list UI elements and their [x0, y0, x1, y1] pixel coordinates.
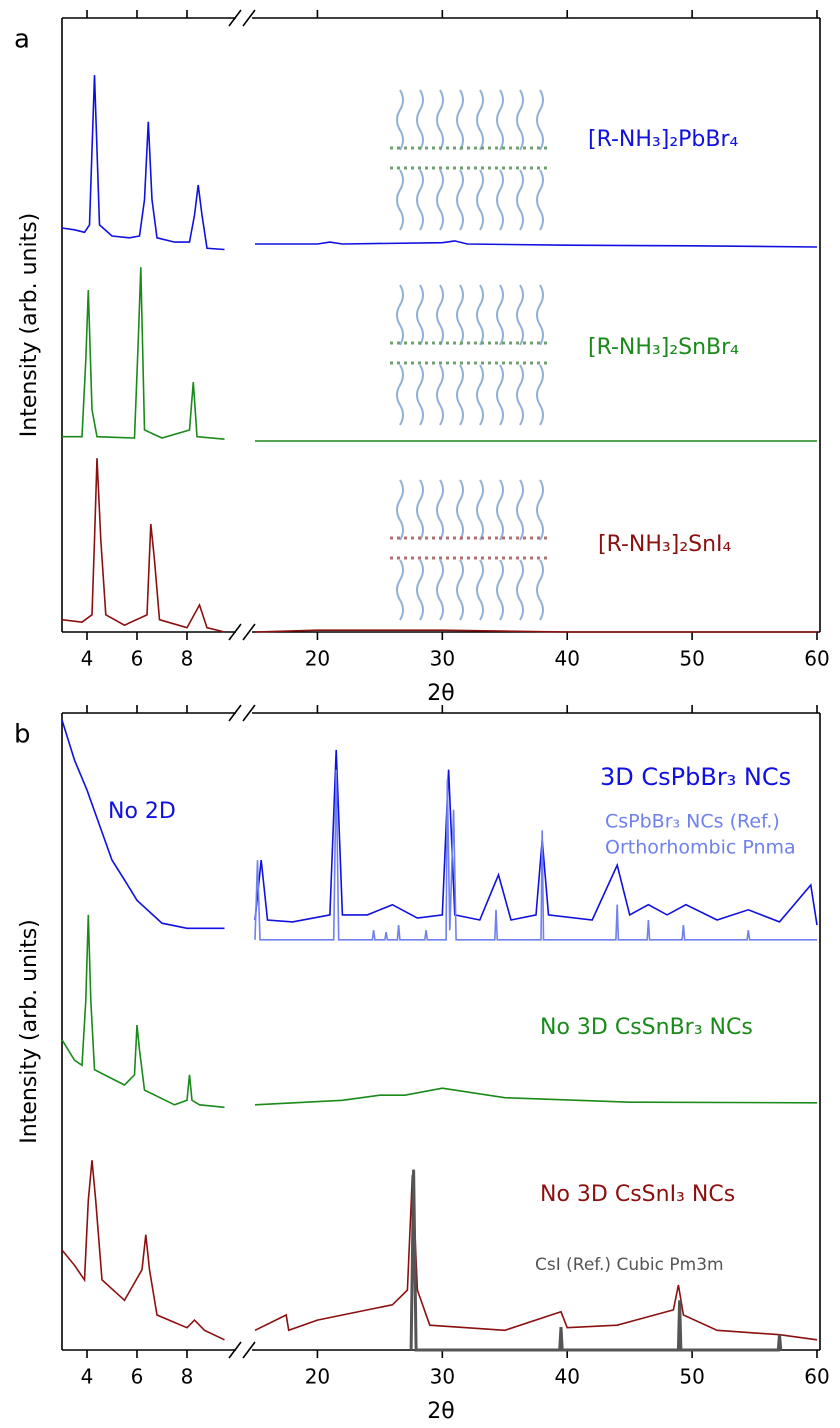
chain	[456, 89, 464, 231]
series-label: No 3D CsSnI₃ NCs	[540, 1182, 735, 1207]
y-axis-label: Intensity (arb. units)	[17, 919, 42, 1143]
trace	[61, 914, 818, 1109]
x-tick-label: 8	[181, 1365, 194, 1389]
x-tick-label: 20	[305, 647, 330, 671]
trace	[61, 1160, 818, 1341]
structure-inset	[390, 479, 550, 621]
x-tick-label: 40	[554, 1365, 579, 1389]
panel-label: b	[14, 720, 31, 750]
series-label: No 3D CsSnBr₃ NCs	[540, 1015, 753, 1040]
chain	[476, 89, 484, 231]
chain	[396, 89, 404, 231]
series-label: [R-NH₃]₂PbBr₄	[588, 127, 739, 152]
x-axis-label: 2θ	[427, 1399, 454, 1424]
chain	[516, 479, 524, 621]
x-tick-label: 60	[804, 1365, 829, 1389]
chain	[396, 284, 404, 426]
structure-inset	[390, 284, 550, 426]
x-tick-label: 6	[131, 647, 144, 671]
chain	[416, 284, 424, 426]
y-axis-label: Intensity (arb. units)	[17, 213, 42, 437]
chain	[496, 284, 504, 426]
chain	[436, 479, 444, 621]
trace	[61, 719, 818, 930]
x-tick-label: 40	[554, 647, 579, 671]
chain	[456, 479, 464, 621]
trace	[61, 458, 817, 633]
x-tick-label: 4	[81, 1365, 94, 1389]
trace	[254, 769, 817, 941]
chain	[416, 89, 424, 231]
chain	[496, 89, 504, 231]
chain	[496, 479, 504, 621]
trace	[61, 75, 818, 251]
chain	[536, 284, 544, 426]
series-label: [R-NH₃]₂SnI₄	[598, 532, 732, 557]
x-tick-label: 6	[131, 1365, 144, 1389]
x-axis-label: 2θ	[427, 681, 454, 706]
x-tick-label: 30	[430, 647, 455, 671]
x-tick-label: 8	[181, 647, 194, 671]
series-label: CsI (Ref.) Cubic Pm3m	[535, 1255, 724, 1275]
chain	[476, 284, 484, 426]
chain	[536, 89, 544, 231]
chain	[436, 284, 444, 426]
axis-break	[228, 9, 242, 27]
x-tick-label: 50	[679, 647, 704, 671]
series-label: CsPbBr₃ NCs (Ref.)	[605, 811, 780, 833]
chain	[416, 479, 424, 621]
chain	[436, 89, 444, 231]
chain	[396, 479, 404, 621]
chain	[456, 284, 464, 426]
axis-break	[228, 1341, 242, 1359]
annotation: No 2D	[108, 799, 176, 824]
axis-break	[242, 9, 256, 27]
axis-break	[228, 623, 242, 641]
x-tick-label: 20	[305, 1365, 330, 1389]
chain	[476, 479, 484, 621]
chain	[516, 284, 524, 426]
axis-break	[242, 623, 256, 641]
x-tick-label: 50	[679, 1365, 704, 1389]
x-tick-label: 30	[430, 1365, 455, 1389]
series-label: 3D CsPbBr₃ NCs	[600, 763, 791, 791]
chain	[516, 89, 524, 231]
axis-break	[242, 1341, 256, 1359]
annotation: Orthorhombic Pnma	[605, 837, 796, 859]
chain	[536, 479, 544, 621]
axis-break	[242, 704, 256, 722]
axis-break	[228, 704, 242, 722]
panel-label: a	[14, 25, 30, 55]
series-label: [R-NH₃]₂SnBr₄	[588, 335, 739, 360]
trace	[62, 267, 817, 442]
trace	[409, 1169, 783, 1352]
structure-inset	[390, 89, 550, 231]
x-tick-label: 4	[81, 647, 94, 671]
x-tick-label: 60	[804, 647, 829, 671]
